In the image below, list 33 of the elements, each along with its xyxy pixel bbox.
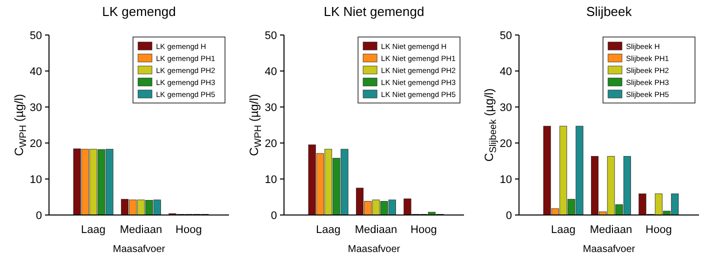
y-tick-label: 20 <box>30 138 42 150</box>
y-tick-label: 50 <box>30 30 42 42</box>
y-tick-label: 0 <box>506 210 512 222</box>
x-tick-label: Hoog <box>176 224 202 236</box>
x-axis-title: Maasafvoer <box>348 244 401 255</box>
chart-title: LK gemengd <box>102 4 176 19</box>
y-tick-label: 30 <box>264 102 277 114</box>
x-tick-label: Hoog <box>646 224 672 236</box>
x-tick-label: Mediaan <box>590 224 632 236</box>
y-tick-label: 0 <box>270 210 277 222</box>
y-tick-label: 40 <box>500 66 512 78</box>
chart-title: LK Niet gemengd <box>324 4 424 19</box>
y-tick-label: 50 <box>264 30 277 42</box>
y-tick-label: 0 <box>36 210 42 222</box>
y-tick-label: 10 <box>500 174 512 186</box>
x-axis-title: Maasafvoer <box>582 244 636 255</box>
y-tick-label: 50 <box>500 30 512 42</box>
x-tick-label: Hoog <box>410 224 437 236</box>
x-axis-title: Maasafvoer <box>112 244 166 255</box>
y-tick-label: 20 <box>500 138 512 150</box>
y-tick-label: 10 <box>264 174 277 186</box>
x-tick-label: Mediaan <box>354 224 398 236</box>
y-tick-label: 40 <box>30 66 42 78</box>
chart-title: Slijbeek <box>586 4 632 19</box>
x-tick-label: Laag <box>551 224 576 236</box>
y-tick-label: 30 <box>500 102 512 114</box>
y-tick-label: 30 <box>30 102 42 114</box>
x-tick-label: Laag <box>316 224 341 236</box>
x-tick-label: Laag <box>81 224 106 236</box>
y-tick-label: 10 <box>30 174 42 186</box>
y-tick-label: 20 <box>264 138 277 150</box>
y-tick-label: 40 <box>264 66 277 78</box>
x-tick-label: Mediaan <box>120 224 162 236</box>
